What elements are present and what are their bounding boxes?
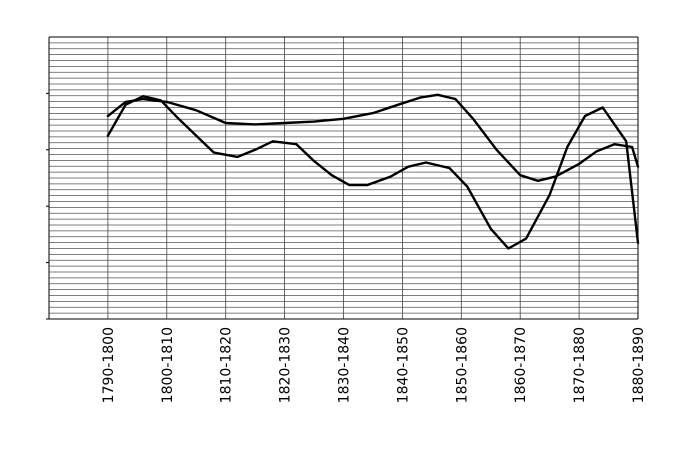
x-tick-label: 1840-1850: [395, 327, 411, 403]
series-group: [106, 93, 640, 250]
x-tick-label: 1870-1880: [572, 327, 588, 403]
x-tick-label: 1800-1810: [160, 327, 176, 403]
x-tick-label: 1830-1840: [337, 327, 353, 403]
x-tick-label: 1850-1860: [454, 327, 470, 403]
x-axis-labels: 1790-1800 1800-1810 1810-1820 1820-1830 1830…: [101, 327, 647, 403]
x-tick-label: 1790-1800: [101, 327, 117, 403]
x-tick-label: 1820-1830: [278, 327, 294, 403]
grid: [49, 36, 639, 320]
series-line-2: [106, 95, 640, 250]
x-tick-label: 1860-1870: [513, 327, 529, 403]
plot-frame: [48, 36, 639, 320]
x-tick-label: 1810-1820: [219, 327, 235, 403]
axis-ticks: [46, 92, 49, 320]
series-line-1: [106, 93, 640, 182]
x-tick-label: 1880-1890: [631, 327, 647, 403]
